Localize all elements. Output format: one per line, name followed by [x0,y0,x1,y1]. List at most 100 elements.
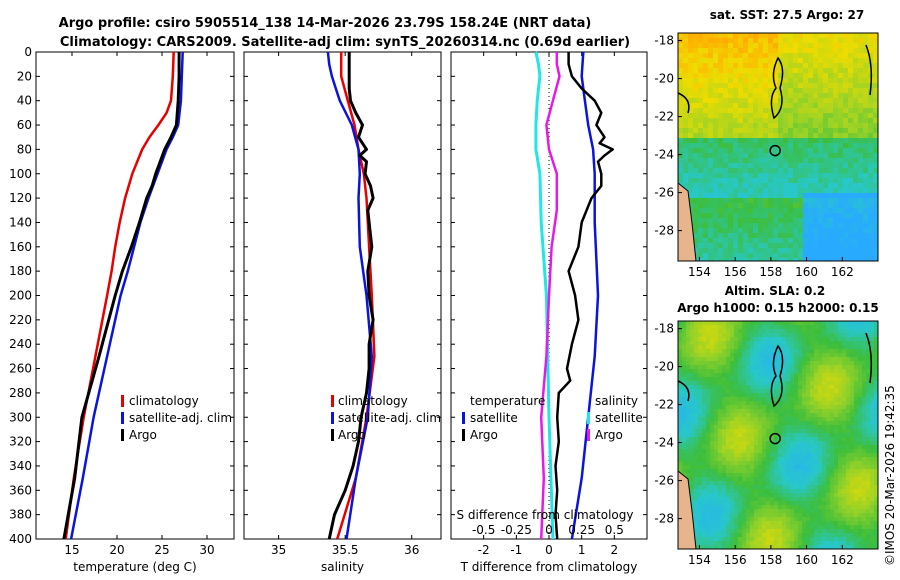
map-cell [862,517,866,521]
map-cell [862,329,866,333]
map-cell [810,449,814,453]
map-cell [734,337,738,341]
map-cell [806,365,810,369]
s-diff-tick-label: -0.5 [472,523,495,537]
map-cell [722,497,726,501]
map-cell [818,341,822,345]
map-cell [802,541,806,545]
map-cell [823,253,828,258]
map-cell [746,477,750,481]
map-cell [810,393,814,397]
map-cell [754,377,758,381]
map-cell [848,68,853,73]
map-cell [766,421,770,425]
map-cell [790,377,794,381]
map-cell [834,437,838,441]
map-cell [730,389,734,393]
map-cell [833,83,838,88]
map-cell [690,489,694,493]
sla-map [678,321,878,549]
map-cell [694,521,698,525]
map-cell [710,345,714,349]
map-cell [678,397,682,401]
map-cell [742,457,746,461]
map-cell [686,445,690,449]
map-cell [862,349,866,353]
map-cell [834,453,838,457]
map-cell [838,385,842,389]
map-cell [873,53,878,58]
map-cell [730,417,734,421]
map-cell [710,337,714,341]
map-cell [726,513,730,517]
map-cell [742,521,746,525]
map-cell [730,405,734,409]
map-cell [818,118,823,123]
map-cell [723,33,728,38]
map-cell [738,469,742,473]
map-cell [730,481,734,485]
map-cell [698,163,703,168]
map-cell [848,213,853,218]
map-cell [730,529,734,533]
map-cell [693,223,698,228]
map-cell [774,505,778,509]
map-cell [778,38,783,43]
map-cell [843,118,848,123]
map-cell [783,218,788,223]
map-cell [828,98,833,103]
map-cell [698,48,703,53]
map-cell [830,521,834,525]
map-cell [734,389,738,393]
map-cell [748,243,753,248]
map-cell [698,108,703,113]
map-cell [803,173,808,178]
map-cell [830,505,834,509]
map-cell [690,353,694,357]
map-cell [682,429,686,433]
map-cell [773,253,778,258]
map-cell [818,373,822,377]
map-cell [686,413,690,417]
map-cell [813,33,818,38]
sst-map-frame [677,32,879,262]
map-cell [826,409,830,413]
map-cell [822,537,826,541]
map-cell [808,163,813,168]
map-cell [838,457,842,461]
map-cell [842,337,846,341]
map-cell [693,168,698,173]
map-cell [750,333,754,337]
map-cell [826,489,830,493]
map-cell [688,58,693,63]
map-cell [778,481,782,485]
map-cell [802,409,806,413]
map-cell [813,163,818,168]
reef-outline [865,44,873,96]
map-cell [693,213,698,218]
map-cell [788,118,793,123]
map-cell [723,228,728,233]
map-cell [848,143,853,148]
map-cell [868,138,873,143]
map-cell [788,153,793,158]
map-cell [874,517,878,521]
map-cell [838,345,842,349]
map-cell [746,441,750,445]
map-cell [768,208,773,213]
map-cell [708,33,713,38]
map-cell [806,453,810,457]
map-cell [728,203,733,208]
map-cell [746,421,750,425]
map-cell [683,38,688,43]
map-cell [768,123,773,128]
map-cell [818,437,822,441]
map-cell [846,545,850,549]
legend-s-satellite-swatch [587,412,590,424]
map-cell [846,341,850,345]
map-cell [682,445,686,449]
map-cell [698,485,702,489]
map-cell [753,108,758,113]
map-cell [758,158,763,163]
map-cell [773,218,778,223]
